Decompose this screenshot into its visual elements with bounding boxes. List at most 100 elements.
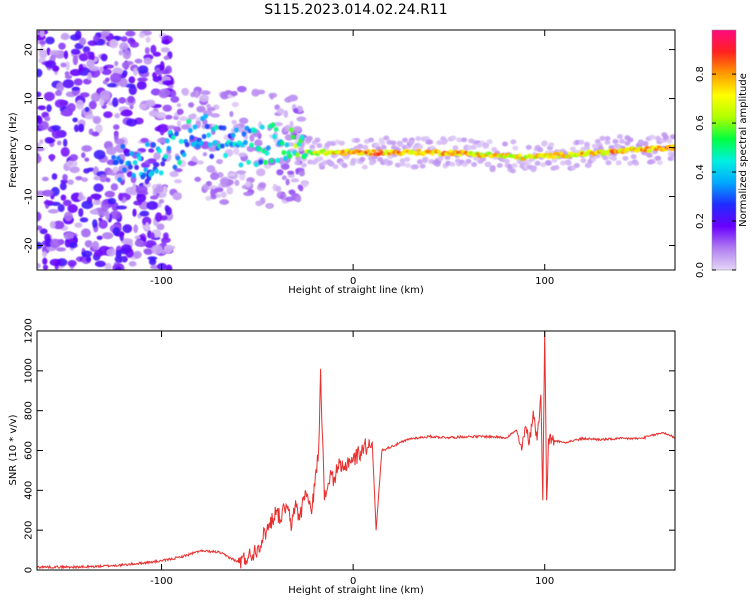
spectrogram-cell bbox=[158, 88, 171, 97]
spectrogram-cell bbox=[118, 159, 124, 165]
spectrogram-y-axis-label: Frequency (Hz) bbox=[8, 112, 19, 188]
spectrogram-cell bbox=[155, 112, 167, 119]
spectrogram-cell bbox=[78, 37, 87, 46]
spectrogram-cell bbox=[408, 139, 415, 145]
spectrogram-cell bbox=[118, 192, 124, 202]
spectrogram-cell bbox=[427, 139, 434, 145]
spectrogram-cell bbox=[197, 160, 204, 165]
spectrogram-cell bbox=[42, 257, 48, 265]
spectrogram-cell bbox=[275, 185, 282, 193]
spectrogram-cell bbox=[394, 162, 401, 168]
spectrogram-cell bbox=[58, 42, 66, 50]
spectrogram-cell bbox=[109, 210, 122, 220]
spectrogram-cell bbox=[104, 190, 116, 198]
spectrogram-cell bbox=[174, 131, 179, 137]
spectrogram-cell bbox=[127, 95, 135, 104]
spectrogram-cell bbox=[448, 149, 454, 154]
spectrogram-cell bbox=[161, 39, 170, 45]
spectrogram-cell bbox=[259, 124, 265, 130]
spectrogram-cell bbox=[59, 182, 67, 191]
spectrogram-cell bbox=[216, 159, 223, 165]
spectrogram-cell bbox=[120, 36, 128, 42]
spectrogram-y-tick-label: -10 bbox=[24, 188, 35, 204]
spectrogram-cell bbox=[644, 145, 650, 150]
spectrogram-cell bbox=[93, 183, 104, 193]
spectrogram-cell bbox=[368, 152, 374, 157]
spectrogram-cell bbox=[70, 48, 81, 55]
spectrogram-cell bbox=[112, 227, 121, 236]
spectrogram-cell bbox=[332, 164, 339, 170]
spectrogram-cell bbox=[289, 120, 294, 129]
spectrogram-cell bbox=[383, 135, 390, 141]
spectrogram-cell bbox=[145, 141, 150, 147]
spectrogram-cell bbox=[51, 125, 61, 131]
spectrogram-cell bbox=[200, 90, 211, 96]
spectrogram-cell bbox=[452, 145, 459, 151]
spectrogram-cell bbox=[254, 139, 263, 147]
spectrogram-cell bbox=[169, 171, 179, 178]
spectrogram-cell bbox=[272, 134, 277, 140]
spectrogram-cell bbox=[402, 137, 408, 143]
spectrogram-cell bbox=[293, 108, 299, 114]
spectrogram-cell bbox=[371, 149, 377, 153]
spectrogram-cell bbox=[184, 142, 190, 148]
spectrogram-cell bbox=[54, 99, 66, 108]
spectrogram-cell bbox=[289, 127, 294, 133]
spectrogram-cell bbox=[75, 175, 83, 181]
spectrogram-cell bbox=[96, 235, 103, 241]
spectrogram-cell bbox=[357, 143, 364, 149]
spectrogram-cell bbox=[103, 111, 113, 119]
spectrogram-cell bbox=[294, 160, 301, 166]
spectrogram-cell bbox=[39, 30, 45, 38]
spectrogram-cell bbox=[270, 122, 276, 128]
spectrogram-cell bbox=[42, 189, 54, 197]
spectrogram-cell bbox=[134, 235, 141, 240]
spectrogram-cell bbox=[306, 135, 313, 141]
spectrogram-cell bbox=[302, 152, 308, 159]
spectrogram-cell bbox=[88, 100, 97, 110]
spectrogram-cell bbox=[173, 126, 182, 133]
spectrogram-cell bbox=[53, 220, 65, 230]
spectrogram-cell bbox=[252, 128, 257, 134]
spectrogram-cell bbox=[55, 247, 67, 252]
spectrogram-cell bbox=[44, 60, 57, 69]
spectrogram-cell bbox=[110, 183, 119, 191]
spectrogram-cell bbox=[133, 224, 139, 234]
spectrogram-cell bbox=[81, 177, 89, 183]
spectrogram-cell bbox=[580, 158, 587, 164]
spectrogram-cell bbox=[285, 196, 294, 202]
spectrogram-cell bbox=[281, 163, 290, 170]
spectrogram-cell bbox=[98, 219, 108, 229]
spectrogram-cell bbox=[461, 162, 468, 167]
spectrogram-cell bbox=[482, 143, 489, 149]
spectrogram-cell bbox=[282, 155, 288, 161]
spectrogram-cell bbox=[290, 178, 300, 183]
spectrogram-cell bbox=[295, 152, 300, 158]
spectrogram-cell bbox=[617, 134, 623, 140]
spectrogram-cell bbox=[297, 184, 303, 190]
spectrogram-cell bbox=[120, 244, 132, 253]
spectrogram-cell bbox=[114, 255, 124, 263]
spectrogram-cell bbox=[158, 170, 164, 176]
spectrogram-cell bbox=[470, 144, 477, 150]
spectrogram-cell bbox=[321, 148, 326, 153]
spectrogram-cell bbox=[92, 200, 103, 206]
spectrogram-cell bbox=[449, 161, 456, 167]
spectrogram-cell bbox=[273, 121, 283, 127]
spectrogram-cell bbox=[137, 77, 148, 82]
spectrogram-cell bbox=[45, 36, 55, 45]
spectrogram-cell bbox=[163, 232, 169, 240]
spectrogram-cell bbox=[128, 261, 137, 267]
spectrogram-cell bbox=[122, 167, 127, 173]
spectrogram-cell bbox=[316, 143, 323, 149]
spectrogram-cell bbox=[78, 53, 89, 62]
spectrogram-frame bbox=[36, 29, 676, 271]
spectrogram-cell bbox=[129, 41, 140, 48]
spectrogram-cell bbox=[134, 58, 143, 64]
spectrogram-x-axis-label: Height of straight line (km) bbox=[288, 285, 424, 296]
spectrogram-cell bbox=[81, 152, 86, 159]
spectrogram-cell bbox=[646, 153, 653, 158]
spectrogram-cell bbox=[209, 153, 215, 159]
spectrogram-cell bbox=[269, 93, 274, 100]
spectrogram-cell bbox=[503, 158, 510, 164]
